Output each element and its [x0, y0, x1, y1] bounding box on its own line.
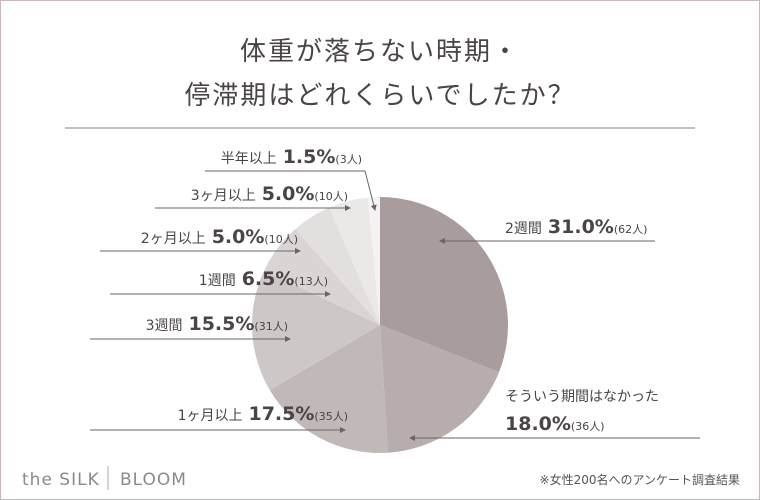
brand: BLOOM [120, 470, 187, 490]
value-label: 1.5% [283, 146, 336, 168]
value-label: 31.0% [548, 216, 614, 238]
slice-label: 2ヶ月以上 5.0%(10人) [141, 226, 298, 248]
count-label: (3人) [335, 153, 362, 166]
value-label: 15.5% [188, 313, 254, 335]
pie-slice [264, 228, 380, 325]
count-label: (31人) [254, 320, 288, 333]
label-name: 1ヶ月以上 [178, 408, 243, 424]
slice-label: 18.0%(36人) [505, 413, 605, 435]
note: ※女性200名へのアンケート調査結果 [540, 472, 740, 487]
pie-slice [380, 325, 500, 453]
count-label: (10人) [264, 233, 298, 246]
pie-slice [295, 207, 380, 325]
value-label: 5.0% [262, 183, 315, 205]
count-label: (13人) [294, 275, 328, 288]
label-name: 2ヶ月以上 [141, 231, 206, 247]
title-line: 停滞期はどれくらいでしたか？ [184, 81, 575, 111]
value-label: 6.5% [242, 268, 295, 290]
label-name: 半年以上 [221, 151, 277, 167]
label-name: 3週間 [146, 318, 183, 334]
count-label: (62人) [614, 223, 648, 236]
slice-label: 1週間 6.5%(13人) [199, 268, 328, 290]
pie-slice [269, 325, 389, 453]
count-label: (36人) [571, 420, 605, 433]
leader-line [205, 170, 377, 211]
label-name: 1週間 [199, 273, 236, 289]
slice-label: そういう期間はなかった [505, 389, 659, 405]
label-name: 2週間 [505, 221, 542, 237]
value-label: 17.5% [248, 403, 314, 425]
count-label: (35人) [314, 410, 348, 423]
label-name: 3ヶ月以上 [191, 188, 256, 204]
slice-label: 2週間 31.0%(62人) [505, 216, 647, 238]
count-label: (10人) [314, 190, 348, 203]
slice-label: 半年以上 1.5%(3人) [221, 146, 362, 168]
title-line: 体重が落ちない時期・ [240, 37, 520, 67]
pie-slice [329, 197, 380, 325]
value-label: 18.0% [505, 413, 571, 435]
slice-label: 3週間 15.5%(31人) [146, 313, 288, 335]
slice-label: 3ヶ月以上 5.0%(10人) [191, 183, 348, 205]
pie-slice [251, 270, 380, 391]
pie-slice [367, 197, 380, 325]
value-label: 5.0% [212, 226, 265, 248]
label-name: そういう期間はなかった [505, 389, 659, 405]
slice-label: 1ヶ月以上 17.5%(35人) [178, 403, 348, 425]
brand: the SILK [22, 470, 100, 490]
